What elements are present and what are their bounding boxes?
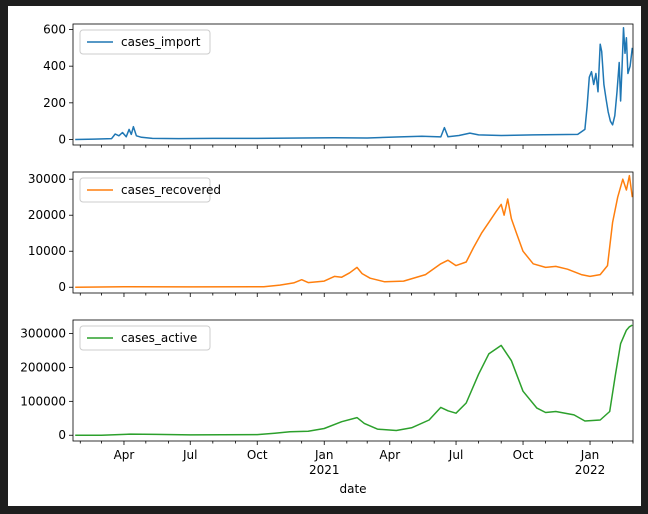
- y-tick-label: 200000: [20, 360, 66, 374]
- y-tick-label: 100000: [20, 394, 66, 408]
- y-tick-label: 0: [58, 280, 66, 294]
- subplot-cases_active: 0 100000 200000 300000 cases_active: [20, 319, 634, 445]
- axes-frame: [72, 23, 634, 146]
- chart-figure: 0 200 400 600 cases_import 0 10000 20000 30000 ca…: [8, 6, 641, 506]
- legend-cases_import: cases_import: [79, 29, 211, 55]
- series-line-cases_active: [75, 324, 633, 436]
- legend-label: cases_active: [121, 331, 197, 345]
- legend-cases_recovered: cases_recovered: [79, 177, 221, 203]
- series-line-cases_import: [75, 26, 633, 141]
- x-tick-label: Jul: [448, 448, 463, 462]
- x-tick-label: Jul: [182, 448, 197, 462]
- x-axis-title: date: [339, 482, 366, 496]
- x-tick-label: Oct: [247, 448, 268, 462]
- legend-frame: [79, 29, 211, 55]
- y-tick-label: 30000: [28, 172, 66, 186]
- x-tick-label: Apr: [114, 448, 135, 462]
- x-tick-label: Apr: [379, 448, 400, 462]
- legend-frame: [79, 325, 211, 351]
- y-tick-label: 200: [43, 96, 66, 110]
- legend-cases_active: cases_active: [79, 325, 211, 351]
- y-tick-label: 300000: [20, 327, 66, 341]
- legend-label: cases_recovered: [121, 183, 221, 197]
- y-tick-label: 0: [58, 428, 66, 442]
- y-tick-label: 10000: [28, 244, 66, 258]
- x-tick-year-label: 2021: [309, 463, 340, 477]
- y-tick-label: 400: [43, 59, 66, 73]
- axes-frame: [72, 319, 634, 442]
- subplot-cases_import: 0 200 400 600 cases_import: [43, 23, 634, 149]
- axes-frame: [72, 171, 634, 294]
- y-tick-label: 20000: [28, 208, 66, 222]
- x-tick-label: Jan: [580, 448, 600, 462]
- series-line-cases_recovered: [75, 174, 633, 288]
- x-tick-label: Jan: [314, 448, 334, 462]
- legend-frame: [79, 177, 211, 203]
- chart-canvas: 0 200 400 600 cases_import 0 10000 20000 30000 ca…: [20, 23, 634, 496]
- x-tick-label: Oct: [513, 448, 534, 462]
- x-tick-year-label: 2022: [575, 463, 606, 477]
- y-tick-label: 600: [43, 23, 66, 37]
- subplot-cases_recovered: 0 10000 20000 30000 cases_recovered: [28, 171, 634, 297]
- y-tick-label: 0: [58, 133, 66, 147]
- legend-label: cases_import: [121, 35, 201, 49]
